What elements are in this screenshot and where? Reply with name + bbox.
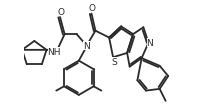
Text: N: N <box>146 39 153 48</box>
Text: NH: NH <box>48 47 61 56</box>
Text: O: O <box>89 4 96 13</box>
Text: O: O <box>57 8 64 17</box>
Text: S: S <box>111 57 117 66</box>
Text: N: N <box>83 41 90 50</box>
